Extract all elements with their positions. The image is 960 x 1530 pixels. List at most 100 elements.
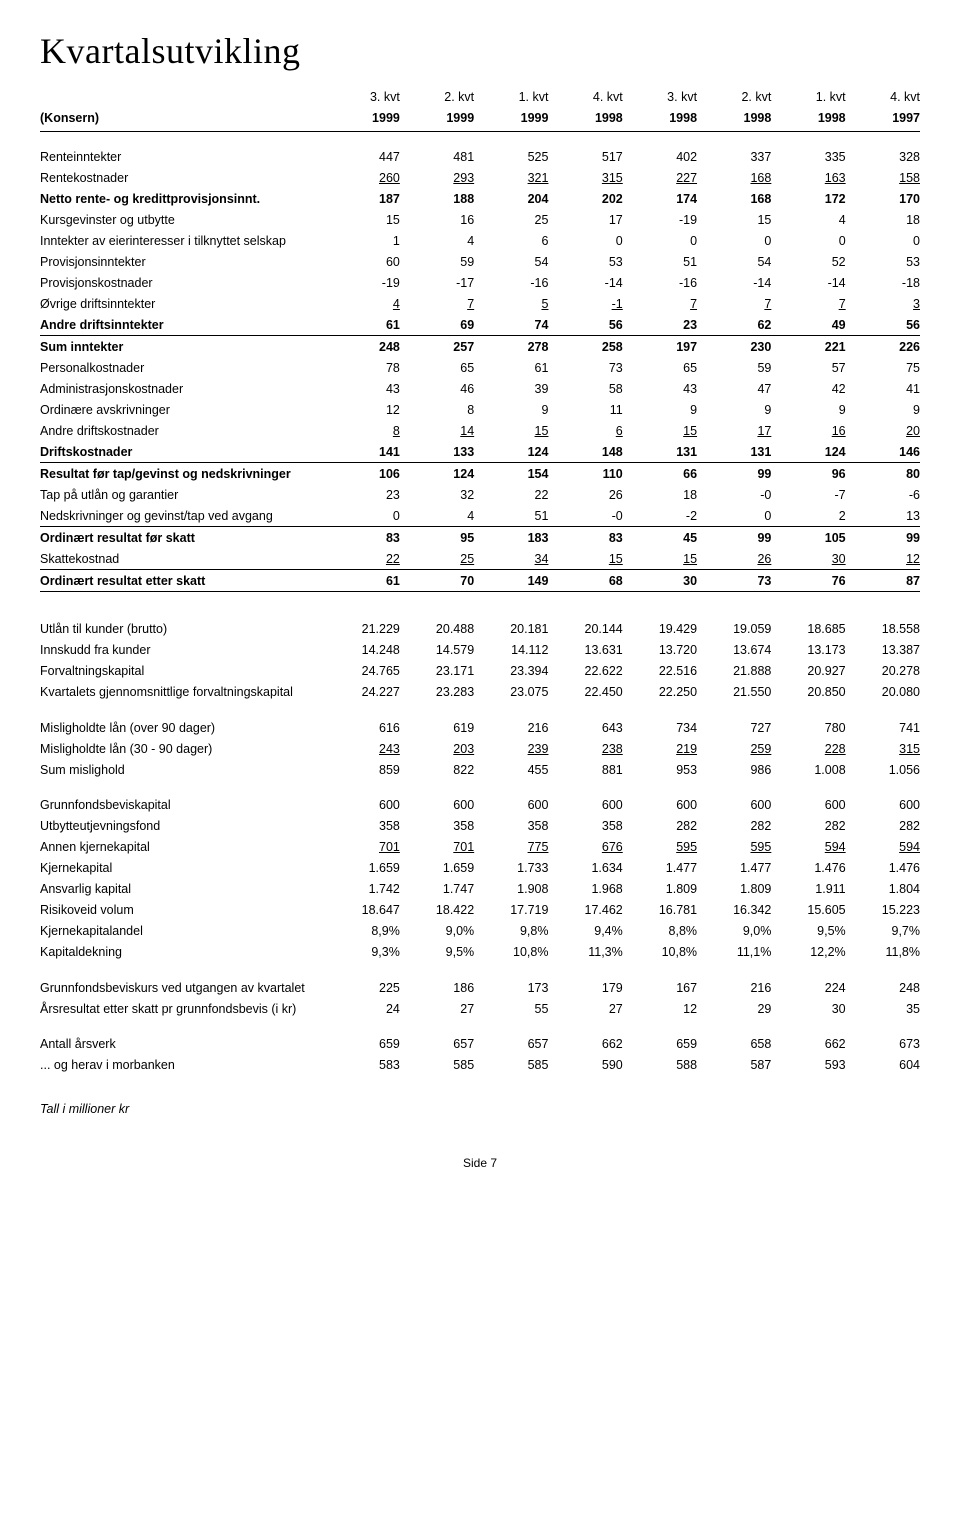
cell-value: 22: [326, 548, 400, 570]
cell-value: -0: [548, 505, 622, 527]
cell-value: 585: [400, 1055, 474, 1076]
col-header-period: 4. kvt: [548, 86, 622, 107]
cell-value: 56: [548, 314, 622, 336]
cell-value: 9,7%: [846, 921, 920, 942]
row-label: Inntekter av eierinteresser i tilknyttet…: [40, 230, 326, 251]
cell-value: 78: [326, 357, 400, 378]
cell-value: 15: [326, 209, 400, 230]
cell-value: 16: [771, 420, 845, 441]
table-row: Grunnfondsbeviskapital600600600600600600…: [40, 780, 920, 816]
col-header-period: 3. kvt: [326, 86, 400, 107]
table-row: Ordinært resultat etter skatt61701496830…: [40, 570, 920, 592]
cell-value: 953: [623, 759, 697, 780]
row-label: ... og herav i morbanken: [40, 1055, 326, 1076]
row-label: Skattekostnad: [40, 548, 326, 570]
cell-value: 9,0%: [400, 921, 474, 942]
cell-value: 52: [771, 251, 845, 272]
row-label: Forvaltningskapital: [40, 661, 326, 682]
table-row: Antall årsverk659657657662659658662673: [40, 1019, 920, 1055]
row-label: Driftskostnader: [40, 441, 326, 463]
cell-value: 701: [400, 837, 474, 858]
cell-value: 131: [623, 441, 697, 463]
cell-value: 11,1%: [697, 942, 771, 963]
table-row: Ansvarlig kapital1.7421.7471.9081.9681.8…: [40, 879, 920, 900]
cell-value: 590: [548, 1055, 622, 1076]
cell-value: 14.248: [326, 640, 400, 661]
cell-value: 163: [771, 167, 845, 188]
cell-value: 225: [326, 963, 400, 999]
cell-value: 455: [474, 759, 548, 780]
cell-value: 9: [846, 399, 920, 420]
table-row: Misligholdte lån (30 - 90 dager)24320323…: [40, 738, 920, 759]
cell-value: 1: [326, 230, 400, 251]
cell-value: 1.809: [697, 879, 771, 900]
cell-value: 60: [326, 251, 400, 272]
cell-value: 1.742: [326, 879, 400, 900]
cell-value: 604: [846, 1055, 920, 1076]
cell-value: 174: [623, 188, 697, 209]
cell-value: -0: [697, 484, 771, 505]
cell-value: 14: [400, 420, 474, 441]
cell-value: 358: [326, 816, 400, 837]
table-row: Nedskrivninger og gevinst/tap ved avgang…: [40, 505, 920, 527]
cell-value: 216: [474, 703, 548, 739]
cell-value: 9,4%: [548, 921, 622, 942]
cell-value: 23: [326, 484, 400, 505]
cell-value: 600: [771, 780, 845, 816]
cell-value: 13.387: [846, 640, 920, 661]
cell-value: 204: [474, 188, 548, 209]
cell-value: 0: [697, 230, 771, 251]
cell-value: 587: [697, 1055, 771, 1076]
cell-value: 20.927: [771, 661, 845, 682]
cell-value: 9: [474, 399, 548, 420]
col-header-period: 3. kvt: [623, 86, 697, 107]
row-label: Kjernekapital: [40, 858, 326, 879]
cell-value: 594: [771, 837, 845, 858]
row-label: Andre driftskostnader: [40, 420, 326, 441]
cell-value: 278: [474, 336, 548, 358]
cell-value: 328: [846, 131, 920, 167]
cell-value: 58: [548, 378, 622, 399]
table-row: Personalkostnader7865617365595775: [40, 357, 920, 378]
cell-value: 12,2%: [771, 942, 845, 963]
cell-value: 154: [474, 463, 548, 485]
row-label: Netto rente- og kredittprovisjonsinnt.: [40, 188, 326, 209]
cell-value: 1.809: [623, 879, 697, 900]
cell-value: 600: [326, 780, 400, 816]
cell-value: 600: [400, 780, 474, 816]
row-label: Renteinntekter: [40, 131, 326, 167]
table-row: Kursgevinster og utbytte15162517-1915418: [40, 209, 920, 230]
cell-value: 17.462: [548, 900, 622, 921]
cell-value: 96: [771, 463, 845, 485]
row-label: Kvartalets gjennomsnittlige forvaltnings…: [40, 682, 326, 703]
cell-value: 7: [771, 293, 845, 314]
cell-value: 172: [771, 188, 845, 209]
cell-value: 18: [623, 484, 697, 505]
cell-value: 146: [846, 441, 920, 463]
cell-value: 4: [771, 209, 845, 230]
table-row: Sum inntekter248257278258197230221226: [40, 336, 920, 358]
cell-value: 87: [846, 570, 920, 592]
cell-value: 13: [846, 505, 920, 527]
cell-value: 1.733: [474, 858, 548, 879]
cell-value: 1.477: [623, 858, 697, 879]
cell-value: 600: [548, 780, 622, 816]
cell-value: 24.227: [326, 682, 400, 703]
cell-value: 22: [474, 484, 548, 505]
cell-value: 30: [771, 998, 845, 1019]
cell-value: 202: [548, 188, 622, 209]
table-row: Tap på utlån og garantier2332222618-0-7-…: [40, 484, 920, 505]
cell-value: 23.075: [474, 682, 548, 703]
cell-value: 69: [400, 314, 474, 336]
cell-value: 1.476: [771, 858, 845, 879]
row-label: Provisjonskostnader: [40, 272, 326, 293]
cell-value: 15: [474, 420, 548, 441]
cell-value: 775: [474, 837, 548, 858]
col-header-year: 1998: [548, 107, 622, 131]
cell-value: -19: [623, 209, 697, 230]
cell-value: 243: [326, 738, 400, 759]
cell-value: 1.747: [400, 879, 474, 900]
cell-value: 16.781: [623, 900, 697, 921]
cell-value: 1.908: [474, 879, 548, 900]
table-row: Øvrige driftsinntekter475-17773: [40, 293, 920, 314]
